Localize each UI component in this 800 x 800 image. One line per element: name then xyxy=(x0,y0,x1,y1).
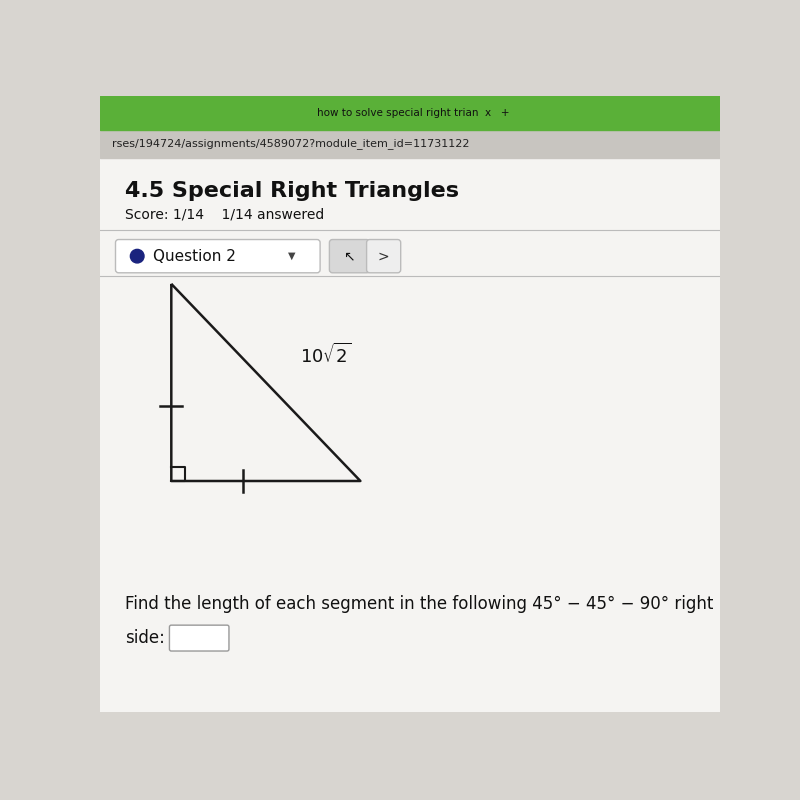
Text: Question 2: Question 2 xyxy=(153,249,235,264)
Text: 4.5 Special Right Triangles: 4.5 Special Right Triangles xyxy=(125,182,459,202)
Text: Score: 1/14    1/14 answered: Score: 1/14 1/14 answered xyxy=(125,208,324,222)
Circle shape xyxy=(130,250,144,263)
Text: Find the length of each segment in the following 45° − 45° − 90° right: Find the length of each segment in the f… xyxy=(125,595,713,613)
FancyBboxPatch shape xyxy=(115,239,320,273)
FancyBboxPatch shape xyxy=(330,239,370,273)
FancyBboxPatch shape xyxy=(170,625,229,651)
Text: $10\sqrt{2}$: $10\sqrt{2}$ xyxy=(300,342,351,367)
Bar xyxy=(100,96,720,130)
FancyBboxPatch shape xyxy=(366,239,401,273)
Text: side:: side: xyxy=(125,629,165,647)
Text: ▼: ▼ xyxy=(289,251,296,261)
Bar xyxy=(100,130,720,158)
Text: rses/194724/assignments/4589072?module_item_id=11731122: rses/194724/assignments/4589072?module_i… xyxy=(112,138,470,149)
Text: >: > xyxy=(378,249,389,263)
Text: ↖: ↖ xyxy=(343,249,355,263)
Bar xyxy=(100,158,720,712)
Text: how to solve special right trian  x   +: how to solve special right trian x + xyxy=(317,108,510,118)
